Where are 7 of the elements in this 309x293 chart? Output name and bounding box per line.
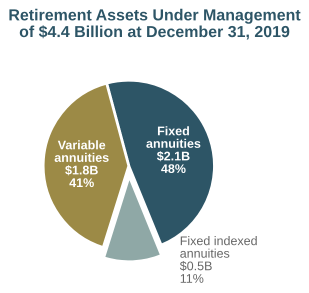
chart-title: Retirement Assets Under Management of $4.4 Billion at December 31, 2019 <box>9 8 300 40</box>
slice-label: Fixed indexed annuities <box>180 236 257 258</box>
data-label: $0.5B 11% <box>180 260 212 283</box>
slice-label: Variable annuities <box>54 140 109 162</box>
data-label: $1.8B 41% <box>65 165 98 188</box>
data-label: $2.1B 48% <box>156 151 190 174</box>
slice-label: Fixed annuities <box>146 126 200 148</box>
